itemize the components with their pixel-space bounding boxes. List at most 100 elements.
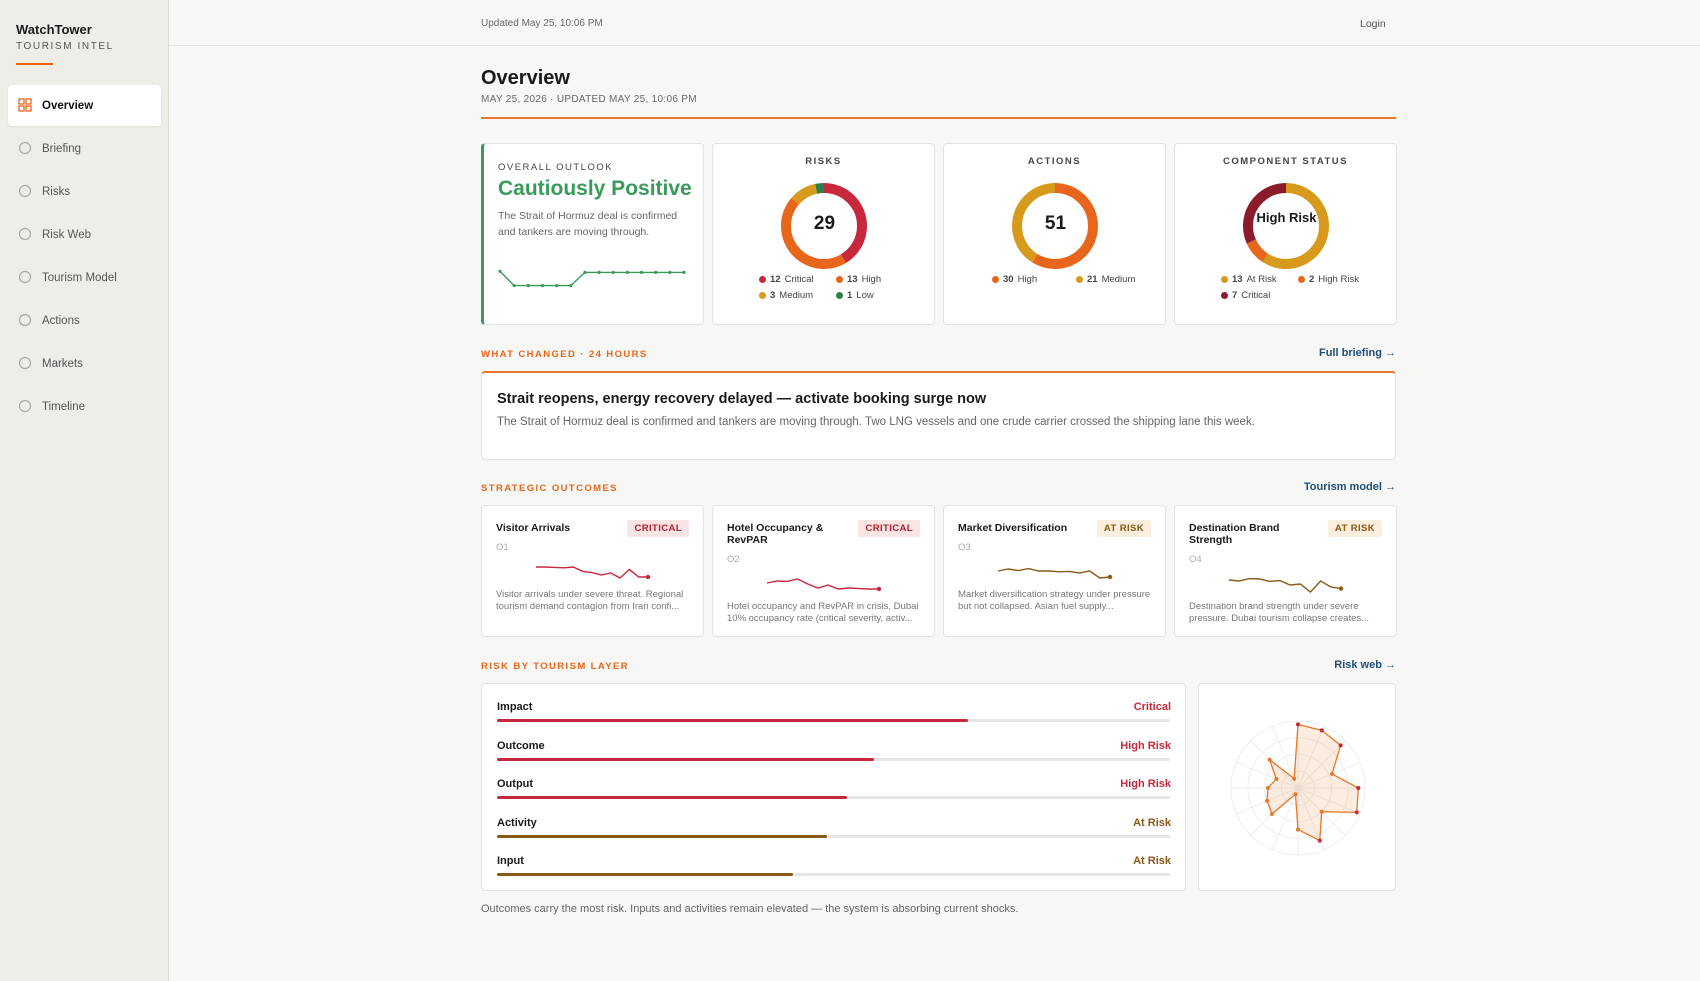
nav-item[interactable]: Risks xyxy=(8,171,161,212)
status-pill: CRITICAL xyxy=(858,520,920,537)
layer-note: Outcomes carry the most risk. Inputs and… xyxy=(481,903,1019,915)
trend-point xyxy=(597,270,601,274)
brand: WatchTower xyxy=(16,22,92,37)
outcome-card: Destination Brand Strength AT RISK O4 Desti… xyxy=(1174,505,1397,637)
outlook-text: The Strait of Hormuz deal is confirmed a… xyxy=(498,210,678,238)
nav-item[interactable]: Actions xyxy=(8,300,161,341)
trend-point xyxy=(526,284,530,288)
legend-dot xyxy=(836,276,843,283)
trend-point xyxy=(876,586,882,592)
sparkline xyxy=(536,566,651,580)
trend-point xyxy=(498,269,502,273)
nav-item[interactable]: Briefing xyxy=(8,128,161,169)
nav-icon xyxy=(18,227,32,241)
trend-point xyxy=(540,284,545,288)
radar-point xyxy=(1317,838,1322,843)
radar-point xyxy=(1319,728,1324,733)
bar-fill xyxy=(497,719,969,722)
icon-part xyxy=(18,270,32,284)
section-label: RISK BY TOURISM LAYER xyxy=(481,661,629,672)
nav-item[interactable]: Markets xyxy=(8,343,161,384)
sparkline xyxy=(997,567,1113,580)
status-pill: AT RISK xyxy=(1096,520,1151,537)
radar-spoke xyxy=(1297,740,1346,789)
donut xyxy=(1011,183,1098,269)
section-link[interactable]: Risk web → xyxy=(1334,659,1396,671)
legend-item: 7 Critical xyxy=(1221,290,1270,301)
trend-line xyxy=(1228,577,1342,593)
radar-point xyxy=(1319,809,1324,814)
status-pill: CRITICAL xyxy=(627,520,689,537)
legend-count: 3 xyxy=(770,290,776,301)
outcome-code: O3 xyxy=(958,542,971,553)
radar-point xyxy=(1265,786,1270,790)
nav-item[interactable]: Tourism Model xyxy=(8,257,161,298)
legend-item: 13 High xyxy=(836,274,881,285)
legend-dot xyxy=(1221,276,1228,283)
donut-segment xyxy=(1242,183,1329,269)
radar-spoke xyxy=(1235,761,1299,789)
icon-part xyxy=(25,98,32,105)
trend-line xyxy=(536,566,648,579)
legend-count: 1 xyxy=(847,290,853,301)
outcome-card: Hotel Occupancy & RevPAR CRITICAL O2 Hotel … xyxy=(712,505,935,637)
legend-label: High xyxy=(1017,274,1038,285)
layer-name: Activity xyxy=(497,816,537,829)
layer-name: Output xyxy=(497,778,534,790)
legend-item: 2 High Risk xyxy=(1298,274,1359,285)
section-link[interactable]: Tourism model → xyxy=(1303,481,1396,493)
radar-point xyxy=(1274,777,1279,782)
nav-item[interactable]: Risk Web xyxy=(8,214,161,255)
layer-status: At Risk xyxy=(1133,855,1171,867)
donut-card: COMPONENT STATUS High Risk 13 At Risk 2 High … xyxy=(1174,143,1397,325)
donut-segment xyxy=(780,183,867,269)
bar-track xyxy=(497,873,1170,876)
legend-count: 12 xyxy=(770,274,781,285)
outcome-code: O1 xyxy=(496,542,509,553)
sparkline xyxy=(498,269,686,288)
outcome-title: Hotel Occupancy & RevPAR xyxy=(727,522,824,546)
outcome-code: O2 xyxy=(727,554,740,565)
trend-point xyxy=(1107,574,1113,580)
section-link[interactable]: Full briefing → xyxy=(1319,347,1396,359)
nav-item[interactable]: Overview xyxy=(8,85,161,126)
layer-status: At Risk xyxy=(1133,816,1171,829)
nav-icon xyxy=(18,184,32,198)
nav-icon xyxy=(18,98,32,112)
donut-title: RISKS xyxy=(805,156,842,167)
legend-count: 7 xyxy=(1232,290,1238,301)
bar-fill xyxy=(497,796,847,799)
legend-dot xyxy=(1298,276,1305,283)
brand-subtitle: TOURISM INTEL xyxy=(16,41,114,52)
nav-icon xyxy=(18,313,32,327)
login-link[interactable]: Login xyxy=(1360,18,1386,30)
legend-dot xyxy=(1221,292,1228,299)
layer-status: High Risk xyxy=(1120,778,1171,790)
icon-part xyxy=(25,105,32,112)
radar-point xyxy=(1338,743,1343,748)
radar-point xyxy=(1356,786,1361,790)
outcome-title: Market Diversification xyxy=(958,522,1068,534)
layer-name: Impact xyxy=(497,701,533,713)
legend-dot xyxy=(1076,276,1083,283)
outcome-text: Destination brand strength under severe … xyxy=(1189,601,1370,624)
bar-fill xyxy=(497,757,874,761)
layer-name: Outcome xyxy=(497,739,545,752)
nav-icon xyxy=(18,356,32,370)
legend-label: Medium xyxy=(1101,274,1136,285)
radar-point xyxy=(1292,776,1297,781)
legend-count: 13 xyxy=(847,274,858,285)
radar-point xyxy=(1269,812,1274,817)
radar-spoke xyxy=(1297,761,1361,789)
trend-point xyxy=(639,270,644,274)
legend-dot xyxy=(759,292,766,299)
page-title: Overview xyxy=(481,67,570,89)
donut xyxy=(780,183,867,269)
legend-label: Medium xyxy=(779,290,814,301)
icon-part xyxy=(18,356,32,370)
nav-item[interactable]: Timeline xyxy=(8,386,161,427)
donut-segment xyxy=(780,183,867,269)
legend-count: 30 xyxy=(1003,274,1014,285)
nav-icon xyxy=(18,141,32,155)
page-subtitle: MAY 25, 2026 · UPDATED MAY 25, 10:06 PM xyxy=(481,94,697,105)
